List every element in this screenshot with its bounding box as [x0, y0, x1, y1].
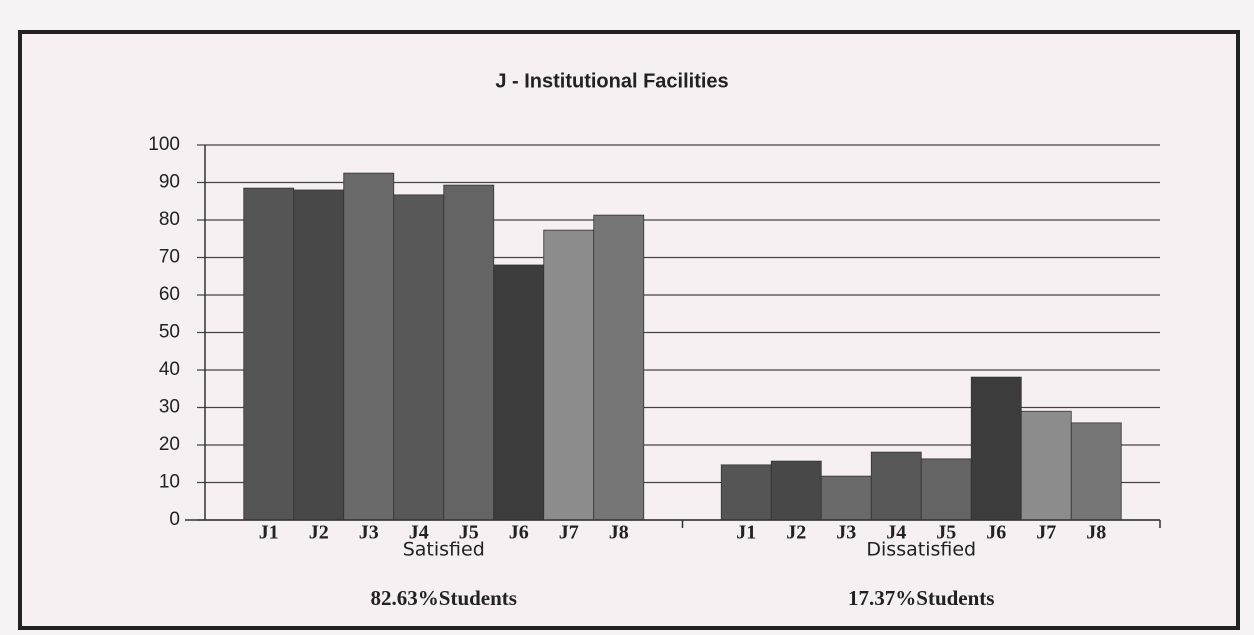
y-tick-label: 70: [159, 247, 180, 268]
bar: [770, 460, 822, 521]
bar-label: J2: [309, 522, 329, 544]
bar: [443, 184, 495, 521]
bar: [543, 229, 595, 521]
bar: [393, 194, 445, 521]
y-tick-label: 90: [159, 172, 180, 193]
bar-label: J2: [786, 522, 806, 544]
bar: [720, 464, 772, 521]
y-tick-label: 40: [159, 359, 180, 380]
chart-title: J - Institutional Facilities: [495, 70, 728, 92]
y-tick-label: 0: [169, 509, 180, 530]
y-tick-label: 20: [159, 434, 180, 455]
bar: [293, 189, 345, 521]
bar: [1070, 422, 1122, 521]
y-tick-label: 80: [159, 209, 180, 230]
bar-label: J1: [259, 522, 279, 544]
x-tick-label: Satisfied: [403, 539, 485, 561]
bar: [243, 187, 295, 521]
y-tick-label: 50: [159, 322, 180, 343]
bar-label: J7: [559, 522, 579, 544]
y-tick-label: 100: [148, 134, 180, 155]
bar: [1020, 410, 1072, 521]
bar: [970, 376, 1022, 521]
bar-label: J5: [936, 522, 956, 544]
bar: [920, 458, 972, 521]
annotation: 17.37%Students: [848, 586, 994, 610]
y-tick-label: 60: [159, 284, 180, 305]
bar: [593, 214, 645, 521]
bar-label: J5: [459, 522, 479, 544]
bar-label: J4: [409, 522, 429, 544]
bar: [343, 172, 395, 521]
bar-label: J4: [886, 522, 906, 544]
bar-label: J6: [509, 522, 529, 544]
bar-label: J7: [1036, 522, 1056, 544]
bar: [870, 451, 922, 521]
annotation: 82.63%Students: [371, 586, 517, 610]
x-tick-label: Dissatisfied: [866, 539, 976, 561]
bar: [820, 475, 872, 521]
bar-label: J8: [609, 522, 629, 544]
bar-label: J6: [986, 522, 1006, 544]
y-tick-label: 10: [159, 472, 180, 493]
bar-label: J3: [359, 522, 379, 544]
bar-label: J1: [736, 522, 756, 544]
y-tick-label: 30: [159, 397, 180, 418]
bar-label: J8: [1086, 522, 1106, 544]
bar-label: J3: [836, 522, 856, 544]
bar: [493, 264, 545, 521]
